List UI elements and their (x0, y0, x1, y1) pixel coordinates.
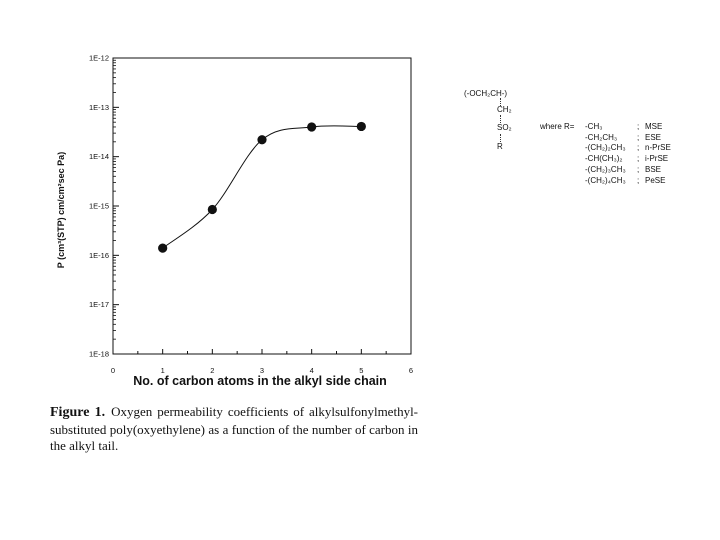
substituent-formula: -CH₃ (585, 121, 603, 131)
substituent-table: where R= -CH₃; MSE -CH₂CH₃; ESE -(CH₂)₂CH₃;… (540, 121, 671, 186)
substituent-separator: ; (637, 121, 640, 131)
data-points (158, 121, 366, 253)
substituent-formula: -(CH₂)₄CH₃ (585, 175, 626, 185)
y-axis-ticks: 1E-12 1E-13 1E-14 1E-15 1E-16 1E-17 1E-18 (89, 54, 119, 359)
side-bond-2 (500, 134, 502, 142)
y-axis-title: P (cm³(STP) cm/cm²sec Pa) (56, 152, 66, 268)
data-point (307, 122, 317, 132)
substituent-name: PeSE (645, 175, 666, 185)
data-point (207, 204, 217, 215)
figure-caption: Figure 1. Oxygen permeability coefficient… (50, 404, 418, 455)
data-point (257, 135, 267, 145)
y-tick-label: 1E-15 (89, 202, 109, 211)
y-tick-label: 1E-17 (89, 300, 109, 309)
x-tick-label: 3 (260, 366, 264, 375)
substituent-separator: ; (637, 165, 640, 175)
data-point (158, 243, 168, 253)
substituent-name: i-PrSE (645, 154, 669, 164)
side-group-r: R (497, 142, 503, 151)
x-tick-label: 5 (359, 366, 363, 375)
substituent-separator: ; (637, 143, 640, 153)
x-axis-title: No. of carbon atoms in the alkyl side ch… (133, 374, 387, 388)
substituent-row: -CH₂CH₃; ESE (540, 132, 671, 143)
substituent-name: n-PrSE (645, 143, 671, 153)
substituent-formula: -(CH₂)₃CH₃ (585, 165, 626, 175)
x-tick-label: 2 (210, 366, 214, 375)
figure-label: Figure 1. (50, 405, 106, 420)
substituent-formula: -CH₂CH₃ (585, 132, 618, 142)
x-tick-label: 6 (409, 366, 413, 375)
y-tick-label: 1E-14 (89, 152, 109, 161)
data-point (356, 121, 366, 132)
plot-frame (112, 57, 412, 355)
y-tick-label: 1E-13 (89, 103, 109, 112)
y-tick-label: 1E-12 (89, 54, 109, 63)
x-tick-label: 0 (111, 366, 115, 375)
repeat-unit-formula: (-OCH₂CH-) (464, 89, 508, 98)
substituent-name: MSE (645, 121, 663, 131)
substituent-formula: -CH(CH₃)₂ (585, 154, 623, 164)
substituent-separator: ; (637, 175, 640, 185)
y-tick-label: 1E-16 (89, 251, 109, 260)
caption-text: Oxygen permeability coefficients of alky… (50, 404, 419, 453)
backbone-bond (500, 98, 502, 106)
x-axis-ticks: 0 1 2 3 4 5 6 (111, 349, 413, 375)
substituent-separator: ; (637, 132, 640, 142)
side-bond-1 (500, 115, 502, 123)
side-group-so2: SO₂ (497, 123, 512, 132)
substituent-name: ESE (645, 132, 662, 142)
substituent-row: -(CH₂)₄CH₃; PeSE (540, 175, 671, 186)
substituent-row: where R= -CH₃; MSE (540, 121, 671, 132)
substituent-formula: -(CH₂)₂CH₃ (585, 143, 626, 153)
y-tick-label: 1E-18 (89, 350, 109, 359)
x-tick-label: 1 (161, 366, 165, 375)
substituent-separator: ; (637, 154, 640, 164)
side-group-ch2: CH₂ (497, 105, 512, 114)
where-label: where R= (540, 121, 575, 131)
x-tick-label: 4 (310, 366, 314, 375)
substituent-row: -(CH₂)₂CH₃; n-PrSE (540, 143, 671, 154)
substituent-name: BSE (645, 165, 662, 175)
substituent-row: -CH(CH₃)₂; i-PrSE (540, 153, 671, 164)
substituent-row: -(CH₂)₃CH₃; BSE (540, 164, 671, 175)
